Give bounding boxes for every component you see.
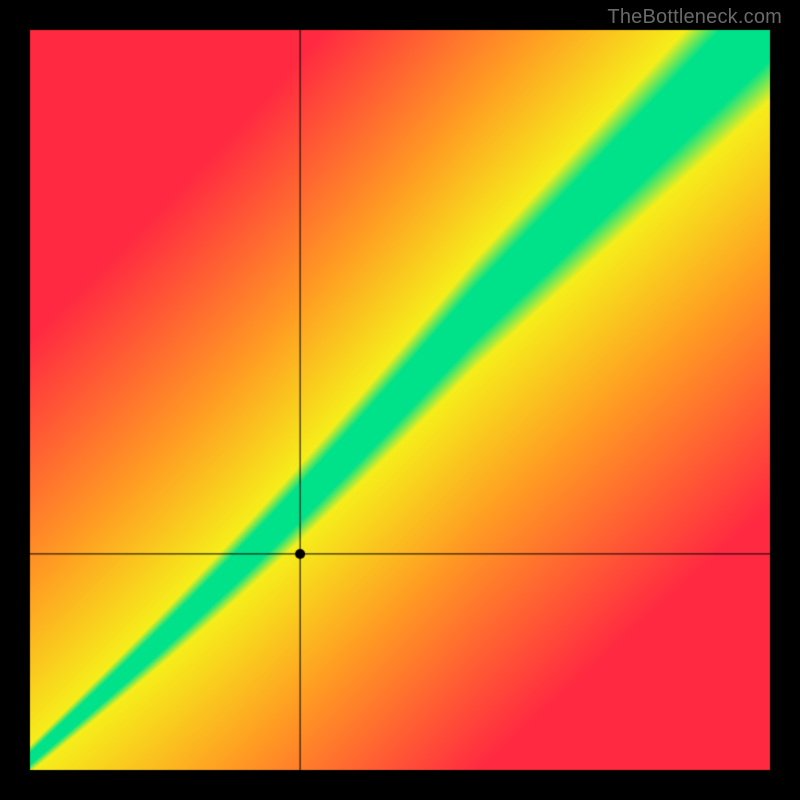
watermark-text: TheBottleneck.com	[607, 6, 782, 29]
chart-container: TheBottleneck.com	[0, 0, 800, 800]
bottleneck-heatmap	[0, 0, 800, 800]
